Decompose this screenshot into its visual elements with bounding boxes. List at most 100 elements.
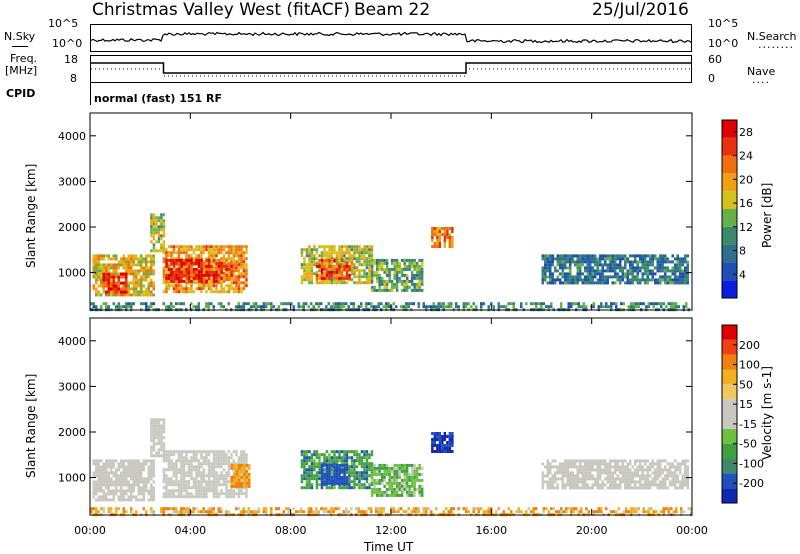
velocity-cell xyxy=(120,498,123,502)
velocity-cell xyxy=(644,486,647,490)
power-cell xyxy=(629,278,632,282)
velocity-cell xyxy=(490,507,493,511)
power-cell xyxy=(327,302,330,306)
velocity-cell xyxy=(265,510,268,514)
velocity-cell xyxy=(541,477,544,481)
power-cell xyxy=(676,281,679,285)
power-cell xyxy=(257,305,260,309)
velocity-cell xyxy=(132,465,135,469)
velocity-cell xyxy=(403,466,406,470)
power-cell xyxy=(220,290,223,294)
power-cell xyxy=(395,261,399,265)
velocity-cell xyxy=(233,478,236,482)
velocity-cell xyxy=(535,507,538,511)
power-cell xyxy=(222,264,226,268)
velocity-cell xyxy=(624,477,627,481)
velocity-cell xyxy=(248,466,251,470)
power-cell xyxy=(604,263,607,267)
velocity-cell xyxy=(95,468,98,472)
velocity-cell xyxy=(431,432,434,435)
velocity-cell xyxy=(140,465,143,469)
velocity-cell xyxy=(323,481,326,485)
velocity-cell xyxy=(559,462,562,466)
nsearch-label: N.Search xyxy=(747,30,797,43)
velocity-cell xyxy=(525,510,528,514)
velocity-cell xyxy=(240,469,243,473)
power-cell xyxy=(591,269,594,273)
velocity-cell xyxy=(656,474,659,478)
velocity-cell xyxy=(571,477,574,481)
velocity-cell xyxy=(205,492,208,496)
power-cell xyxy=(127,272,130,276)
velocity-cell xyxy=(581,471,584,475)
power-cell xyxy=(432,302,435,306)
power-cell xyxy=(190,290,193,294)
velocity-cell xyxy=(115,471,118,475)
velocity-cell xyxy=(546,459,549,463)
power-cell xyxy=(195,267,198,271)
power-cell xyxy=(606,263,609,267)
power-cell xyxy=(599,269,602,273)
power-cell xyxy=(631,254,634,258)
power-cell xyxy=(549,263,552,267)
velocity-cell xyxy=(380,466,384,470)
velocity-cell xyxy=(100,489,103,493)
velocity-cell xyxy=(170,468,173,472)
power-cell xyxy=(240,245,243,249)
power-cell xyxy=(335,258,339,262)
power-cell xyxy=(556,257,559,261)
power-cell xyxy=(350,302,353,306)
velocity-cell xyxy=(348,471,351,475)
velocity-cell xyxy=(160,433,163,437)
velocity-cell xyxy=(205,483,208,487)
velocity-cell xyxy=(370,472,374,476)
power-cell xyxy=(217,267,221,271)
velocity-cell xyxy=(192,510,195,514)
velocity-cell xyxy=(561,465,564,469)
power-cell xyxy=(619,257,622,261)
velocity-cell xyxy=(679,483,682,487)
power-cell xyxy=(210,263,213,267)
power-cell xyxy=(358,269,361,273)
power-cell xyxy=(634,254,637,258)
velocity-cell xyxy=(210,483,213,487)
velocity-cell xyxy=(415,487,419,491)
power-cell xyxy=(407,302,410,306)
power-cell xyxy=(403,273,406,277)
velocity-cell xyxy=(232,471,236,475)
power-cell xyxy=(564,281,567,285)
velocity-cell xyxy=(609,462,612,466)
velocity-cell xyxy=(150,445,153,449)
power-cell xyxy=(403,288,406,292)
time-xtick-label: 12:00 xyxy=(375,524,407,537)
power-cell xyxy=(300,275,304,279)
velocity-cell xyxy=(472,507,475,511)
velocity-cell xyxy=(343,478,346,482)
power-cell xyxy=(185,290,188,294)
velocity-cell xyxy=(395,493,399,497)
velocity-cell xyxy=(90,510,93,514)
velocity-cell xyxy=(207,510,210,514)
velocity-cell xyxy=(182,474,186,478)
power-cell xyxy=(210,260,213,264)
velocity-cell xyxy=(245,469,248,473)
power-cell xyxy=(207,261,211,265)
power-cell xyxy=(127,263,130,267)
velocity-cell xyxy=(232,492,236,496)
velocity-cell xyxy=(215,483,218,487)
velocity-cell xyxy=(248,475,251,479)
velocity-cell xyxy=(676,468,679,472)
velocity-cell xyxy=(684,483,687,487)
power-cell xyxy=(182,258,186,262)
power-cell xyxy=(150,228,153,232)
velocity-cell xyxy=(150,430,153,434)
power-cell xyxy=(355,251,359,255)
velocity-cell xyxy=(145,486,148,490)
power-cell xyxy=(535,305,538,309)
velocity-cell xyxy=(654,471,657,475)
velocity-cell xyxy=(195,507,198,511)
power-cell xyxy=(629,272,632,276)
velocity-cell xyxy=(627,510,630,514)
power-cell xyxy=(323,261,326,265)
